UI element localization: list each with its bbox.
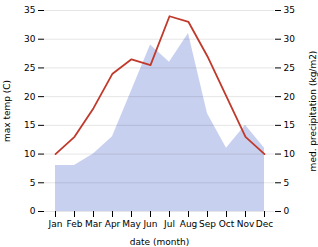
svg-text:0: 0 [284,206,290,216]
svg-text:25: 25 [284,63,295,73]
svg-text:May: May [122,219,141,229]
svg-text:35: 35 [24,5,35,15]
svg-text:25: 25 [24,63,35,73]
svg-text:10: 10 [284,149,296,159]
svg-text:max temp (C): max temp (C) [2,80,12,142]
svg-text:Sep: Sep [199,219,216,229]
svg-text:Dec: Dec [256,219,273,229]
svg-text:Jun: Jun [142,219,157,229]
svg-text:Nov: Nov [237,219,255,229]
svg-text:35: 35 [284,5,295,15]
svg-text:0: 0 [30,206,36,216]
svg-text:Oct: Oct [219,219,235,229]
svg-text:30: 30 [284,34,296,44]
svg-text:Jan: Jan [48,219,63,229]
svg-text:Feb: Feb [67,219,83,229]
svg-text:Jul: Jul [163,219,175,229]
svg-text:20: 20 [284,92,296,102]
svg-text:20: 20 [24,92,36,102]
svg-text:date (month): date (month) [130,237,189,247]
svg-text:30: 30 [24,34,36,44]
svg-text:5: 5 [30,178,36,188]
svg-text:Aug: Aug [180,219,198,229]
svg-text:Apr: Apr [105,219,121,229]
svg-text:5: 5 [284,178,290,188]
svg-text:15: 15 [284,120,295,130]
svg-text:med. precipitation (kg/m2): med. precipitation (kg/m2) [308,51,318,172]
svg-text:10: 10 [24,149,36,159]
svg-text:Mar: Mar [85,219,102,229]
svg-text:15: 15 [24,120,35,130]
